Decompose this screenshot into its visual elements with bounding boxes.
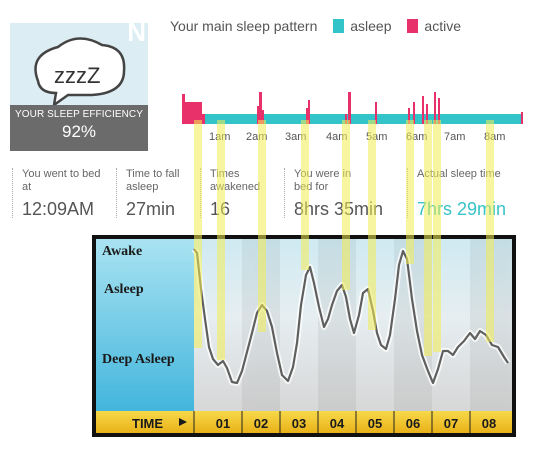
tick-label-07: 07 bbox=[444, 416, 458, 431]
legend-label-active: active bbox=[424, 18, 461, 34]
sleep-depth-curve bbox=[193, 248, 509, 385]
hour-label-6am: 6am bbox=[406, 131, 428, 143]
tick-label-06: 06 bbox=[406, 416, 420, 431]
efficiency-footer: YOUR SLEEP EFFICIENCY 92% bbox=[10, 105, 148, 151]
asleep-bar bbox=[182, 114, 523, 124]
y-label-asleep: Asleep bbox=[104, 282, 144, 297]
hour-label-1am: 1am bbox=[209, 131, 231, 143]
stat-label-fall-asleep: Time to fall asleep bbox=[126, 168, 180, 193]
hour-label-7am: 7am bbox=[444, 131, 466, 143]
tick-label-02: 02 bbox=[254, 416, 268, 431]
y-label-awake: Awake bbox=[102, 244, 142, 259]
stat-divider bbox=[284, 168, 285, 218]
time-arrow-icon bbox=[179, 418, 187, 426]
stat-divider bbox=[12, 168, 13, 218]
stat-divider bbox=[200, 168, 201, 218]
time-strip-dividers bbox=[193, 411, 471, 433]
stat-label-in-bed: You were in bed for bbox=[294, 168, 352, 193]
chart-time-strip bbox=[96, 411, 512, 433]
hour-label-8am: 8am bbox=[484, 131, 506, 143]
corner-n-logo: N bbox=[127, 17, 146, 47]
chart-axis-panel bbox=[96, 239, 194, 411]
sleep-efficiency-card: zzzZ N YOUR SLEEP EFFICIENCY 92% bbox=[10, 17, 148, 151]
efficiency-value: 92% bbox=[61, 122, 97, 141]
tick-label-08: 08 bbox=[482, 416, 496, 431]
legend-swatch-asleep bbox=[333, 19, 345, 33]
sleep-depth-chart: Awake Asleep Deep Asleep TIME 01 02 03 0… bbox=[92, 235, 516, 437]
stat-value-awakened: 16 bbox=[210, 199, 231, 219]
hour-label-3am: 3am bbox=[285, 131, 307, 143]
zzz-text: zzzZ bbox=[54, 63, 100, 88]
legend: Your main sleep pattern asleep active bbox=[170, 18, 461, 34]
stat-value-bedtime: 12:09AM bbox=[22, 199, 95, 219]
active-marks bbox=[182, 92, 523, 124]
tick-label-05: 05 bbox=[368, 416, 382, 431]
zzz-cloud-icon: zzzZ bbox=[34, 37, 126, 107]
stat-label-awakened: Times awakened bbox=[210, 168, 261, 193]
stat-label-bedtime: You went to bed at bbox=[22, 168, 101, 193]
stat-divider bbox=[407, 168, 408, 218]
tick-label-04: 04 bbox=[330, 416, 345, 431]
legend-title: Your main sleep pattern bbox=[170, 18, 318, 34]
hour-label-5am: 5am bbox=[366, 131, 388, 143]
time-axis-label: TIME bbox=[132, 416, 163, 431]
stat-value-actual-sleep: 7hrs 29min bbox=[417, 199, 507, 219]
legend-swatch-active bbox=[407, 19, 419, 33]
hour-label-4am: 4am bbox=[326, 131, 348, 143]
stat-value-fall-asleep: 27min bbox=[126, 199, 176, 219]
y-label-deep-asleep: Deep Asleep bbox=[102, 352, 175, 367]
stat-value-in-bed: 8hrs 35min bbox=[294, 199, 384, 219]
efficiency-label: YOUR SLEEP EFFICIENCY bbox=[14, 109, 144, 120]
tick-label-01: 01 bbox=[216, 416, 230, 431]
hour-label-2am: 2am bbox=[246, 131, 268, 143]
legend-label-asleep: asleep bbox=[350, 18, 392, 34]
stat-label-actual-sleep: Actual sleep time bbox=[417, 168, 501, 180]
tick-label-03: 03 bbox=[292, 416, 306, 431]
sleep-pattern-bar bbox=[182, 92, 523, 124]
stat-divider bbox=[116, 168, 117, 218]
